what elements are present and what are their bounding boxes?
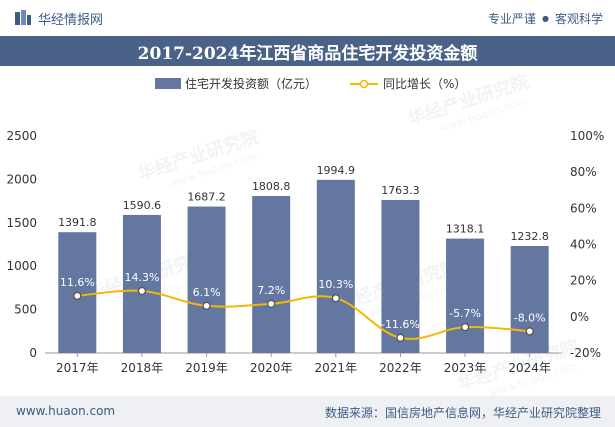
line-point	[525, 327, 534, 336]
slogan-left: 专业严谨	[487, 11, 536, 26]
line-point	[396, 333, 405, 342]
y-right-tick-label: 60%	[570, 201, 597, 215]
bullet-dot-icon: ●	[542, 13, 549, 23]
x-tick-label: 2021年	[315, 361, 358, 375]
line-value-label: 7.2%	[257, 284, 285, 297]
slogan: 专业严谨 ● 客观科学	[488, 8, 603, 28]
bar	[122, 214, 161, 353]
bar-value-label: 1687.2	[187, 191, 226, 204]
y-left-tick-label: 2000	[6, 172, 37, 186]
bar-value-label: 1994.9	[317, 164, 356, 177]
x-tick-label: 2024年	[508, 361, 551, 375]
line-value-label: -11.6%	[381, 318, 420, 331]
bar-value-label: 1808.8	[252, 180, 291, 193]
y-left-tick-label: 1500	[6, 216, 37, 230]
x-tick-label: 2023年	[444, 361, 487, 375]
title-bar: 2017-2024年江西省商品住宅开发投资金额	[0, 36, 615, 66]
legend-line-marker	[359, 79, 369, 89]
x-tick-label: 2019年	[185, 361, 228, 375]
x-tick-label: 2017年	[56, 361, 99, 375]
bar	[381, 199, 420, 353]
bar-value-label: 1318.1	[446, 223, 485, 236]
y-right-tick-label: 80%	[570, 165, 597, 179]
line-value-label: 11.6%	[60, 276, 95, 289]
line-point	[73, 291, 82, 301]
brand[interactable]: 华经情报网	[14, 8, 103, 28]
line-point	[331, 294, 340, 303]
x-tick-label: 2018年	[121, 361, 164, 375]
line-point	[137, 286, 147, 296]
line-value-label: -8.0%	[514, 311, 546, 324]
y-left-tick-label: 2500	[6, 129, 37, 143]
footer-source: 数据来源：国信房地产信息网，华经产业研究院整理	[324, 406, 601, 420]
slogan-right: 客观科学	[554, 11, 603, 26]
y-left-tick-label: 1000	[6, 259, 37, 273]
bar-value-label: 1391.8	[58, 216, 97, 229]
legend-bar-swatch	[155, 78, 181, 89]
footer-website[interactable]: www.huaon.com	[16, 404, 116, 418]
y-right-tick-label: 0%	[570, 310, 589, 324]
y-right-tick-label: 100%	[570, 129, 604, 143]
line-value-label: 10.3%	[318, 278, 353, 291]
bar	[510, 245, 549, 353]
legend-bar-label: 住宅开发投资额（亿元）	[185, 76, 317, 91]
line-value-label: -5.7%	[449, 307, 481, 320]
footer: www.huaon.com 数据来源：国信房地产信息网，华经产业研究院整理	[0, 396, 615, 427]
bar-value-label: 1763.3	[381, 184, 420, 197]
legend-line-label: 同比增长（%）	[383, 77, 466, 91]
line-point	[202, 301, 211, 310]
bar	[446, 238, 485, 353]
bar-value-label: 1590.6	[123, 199, 162, 212]
line-value-label: 6.1%	[193, 286, 221, 299]
y-left-tick-label: 0	[29, 346, 37, 360]
bar	[316, 179, 355, 353]
bar	[187, 206, 226, 353]
x-tick-label: 2022年	[379, 361, 422, 375]
y-right-tick-label: 20%	[570, 274, 597, 288]
top-header: 华经情报网 专业严谨 ● 客观科学	[0, 0, 615, 36]
y-right-tick-label: -20%	[570, 346, 601, 360]
growth-line	[77, 289, 530, 340]
brand-name: 华经情报网	[38, 12, 104, 28]
line-point	[460, 322, 470, 332]
combo-chart: 华经产业研究院www.huaon.com华经产业研究院www.huaon.com…	[6, 70, 604, 396]
y-right-tick-label: 40%	[570, 238, 597, 252]
brand-logo-icon	[15, 10, 31, 25]
x-tick-label: 2020年	[250, 361, 293, 375]
chart-title: 2017-2024年江西省商品住宅开发投资金额	[137, 43, 478, 64]
line-point	[267, 299, 276, 308]
line-value-label: 14.3%	[124, 271, 159, 284]
bar	[252, 195, 291, 353]
y-left-tick-label: 500	[14, 303, 37, 317]
bar-value-label: 1232.8	[510, 230, 549, 243]
